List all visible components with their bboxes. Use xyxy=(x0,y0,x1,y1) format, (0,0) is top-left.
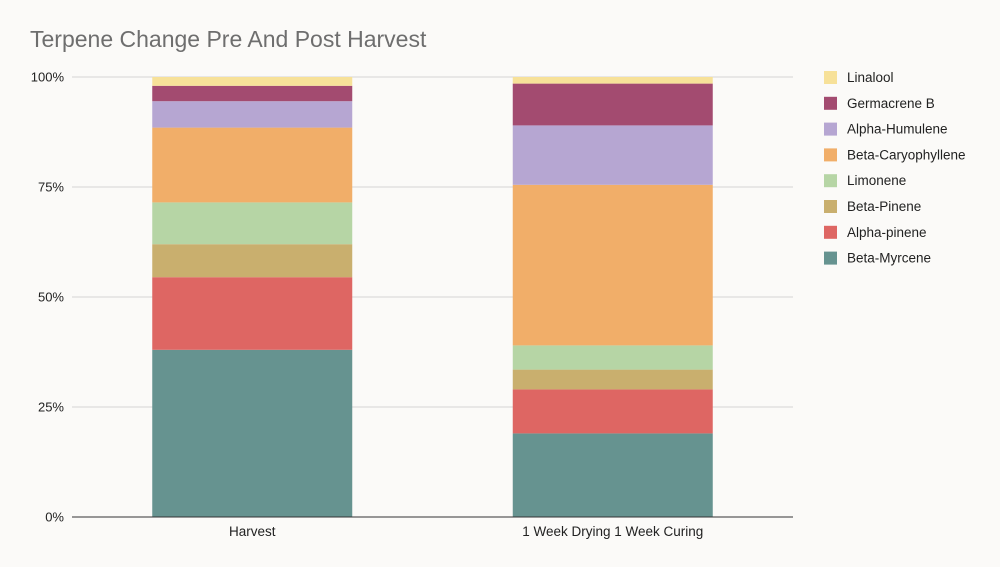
legend-swatch xyxy=(824,96,837,110)
legend-swatch xyxy=(824,225,837,239)
y-tick-label: 0% xyxy=(45,510,64,525)
x-tick-label: 1 Week Drying 1 Week Curing xyxy=(522,524,703,539)
axes: 0% 25% 50% 75% 100% Harvest 1 Week Drying 1 We… xyxy=(31,70,793,539)
bar-segment[interactable] xyxy=(512,433,713,517)
x-tick-label: Harvest xyxy=(229,524,276,539)
legend-label: Beta-Pinene xyxy=(847,199,921,214)
bar-segment[interactable] xyxy=(512,125,713,185)
legend-label: Beta-Myrcene xyxy=(847,251,931,266)
legend-swatch xyxy=(824,71,837,84)
legend-label: Alpha-Humulene xyxy=(847,122,948,137)
bar-segment[interactable] xyxy=(152,85,353,102)
legend-label: Alpha-pinene xyxy=(847,225,927,240)
y-tick-label: 50% xyxy=(38,290,64,305)
bar-segment[interactable] xyxy=(152,202,353,245)
legend-label: Linalool xyxy=(847,70,894,85)
y-tick-label: 100% xyxy=(31,70,65,85)
legend-swatch xyxy=(824,200,837,213)
chart-title: Terpene Change Pre And Post Harvest xyxy=(30,26,427,52)
legend-swatch xyxy=(824,148,837,162)
bar-segment[interactable] xyxy=(152,244,353,278)
legend-swatch xyxy=(824,251,837,265)
bar-segment[interactable] xyxy=(512,369,713,390)
bars xyxy=(152,77,713,517)
bar-segment[interactable] xyxy=(512,184,713,346)
y-tick-label: 25% xyxy=(38,400,64,415)
bar-segment[interactable] xyxy=(152,277,353,350)
bar-segment[interactable] xyxy=(512,83,713,126)
bar-segment[interactable] xyxy=(152,77,353,86)
legend-label: Germacrene B xyxy=(847,96,935,111)
legend[interactable]: Linalool Germacrene B Alpha-Humulene Beta-C… xyxy=(824,70,966,266)
y-tick-label: 75% xyxy=(38,180,64,195)
bar-segment[interactable] xyxy=(512,389,713,434)
bar-segment[interactable] xyxy=(512,345,713,370)
bar-segment[interactable] xyxy=(152,101,353,128)
legend-label: Limonene xyxy=(847,173,906,188)
legend-swatch xyxy=(824,122,837,136)
legend-label: Beta-Caryophyllene xyxy=(847,147,966,162)
bar-segment[interactable] xyxy=(512,77,713,84)
bar-segment[interactable] xyxy=(152,349,353,517)
bar-segment[interactable] xyxy=(152,127,353,203)
legend-swatch xyxy=(824,174,837,188)
